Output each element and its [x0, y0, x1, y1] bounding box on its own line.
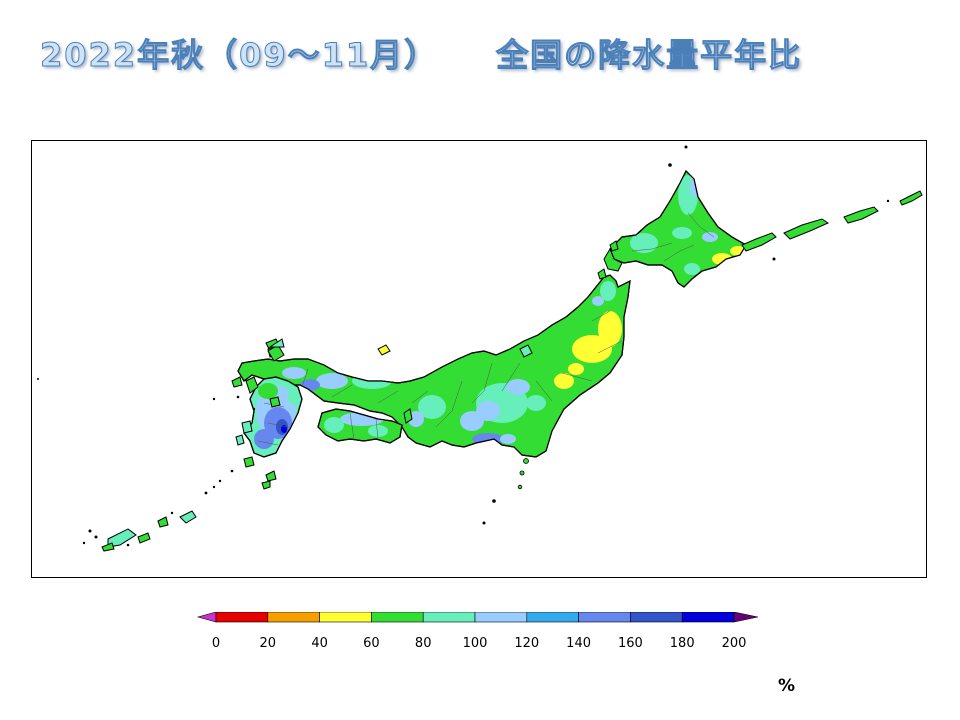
- colorbar-tick-label: 20: [260, 636, 277, 651]
- sado-island: [519, 344, 533, 358]
- colorbar-tick-label: 180: [670, 636, 695, 651]
- colorbar-swatch: [267, 612, 320, 623]
- colorbar-swatch: [681, 612, 735, 623]
- colorbar-swatch: [319, 612, 372, 623]
- awaji-island: [403, 408, 413, 424]
- goto-islands: [241, 420, 253, 434]
- colorbar-tick-label: 140: [566, 636, 591, 651]
- colorbar-swatches: [196, 612, 759, 623]
- colorbar-over-arrow: [733, 612, 759, 623]
- colorbar-swatch: [371, 612, 424, 623]
- simushir-island: [899, 190, 923, 206]
- title-period: 2022年秋（09～11月）: [39, 36, 439, 75]
- oshima-peninsula: [603, 247, 623, 272]
- colorbar-tick-label: 80: [415, 636, 432, 651]
- colorbar-tick-label: 40: [311, 636, 328, 651]
- urup-island: [843, 206, 879, 224]
- tanegashima: [265, 470, 277, 482]
- map-title: 2022年秋（09～11月） 全国の降水量平年比: [39, 26, 920, 80]
- colorbar-tick-label: 120: [514, 636, 539, 651]
- colorbar-tick-label: 0: [212, 636, 220, 651]
- precipitation-ratio-colorbar: 0 20 40 60 80 100 120 140 160 180 200: [196, 612, 759, 651]
- colorbar-tick-label: 160: [618, 636, 643, 651]
- colorbar-tick-label: 200: [722, 636, 747, 651]
- colorbar-swatch: [422, 612, 476, 623]
- colorbar-tick-labels: 0 20 40 60 80 100 120 140 160 180 200: [212, 636, 747, 651]
- kunashiri-island: [741, 232, 777, 252]
- colorbar-tick-label: 60: [363, 636, 380, 651]
- colorbar-swatch: [578, 612, 631, 623]
- oki-islands: [377, 344, 391, 356]
- etorofu-island: [783, 218, 830, 240]
- colorbar-swatch: [630, 612, 683, 623]
- colorbar-unit: %: [778, 676, 796, 696]
- japan-precipitation-map: [37, 145, 923, 552]
- colorbar-under-arrow: [196, 612, 217, 623]
- colorbar-swatch: [526, 612, 579, 623]
- title-subject: 全国の降水量平年比: [496, 36, 803, 75]
- colorbar-swatch: [215, 612, 269, 623]
- amami-island: [179, 510, 197, 524]
- colorbar-tick-label: 100: [463, 636, 488, 651]
- tsushima-island: [268, 338, 285, 348]
- map-panel: [31, 140, 927, 578]
- colorbar-swatch: [474, 612, 528, 623]
